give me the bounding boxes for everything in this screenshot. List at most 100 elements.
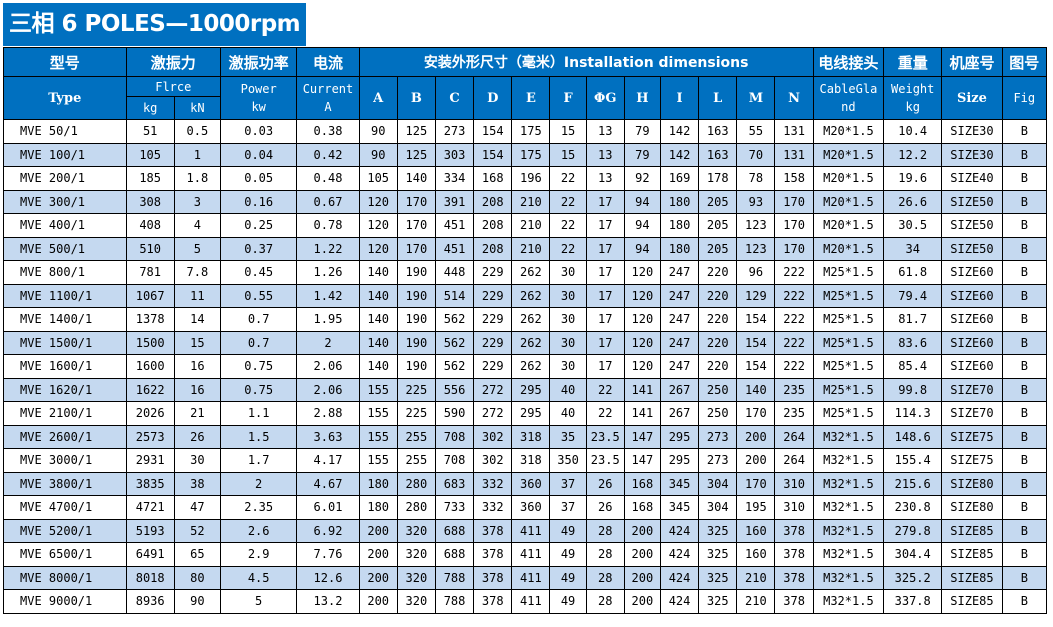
- table-cell: 510: [125, 236, 175, 261]
- table-cell: 2.35: [219, 495, 298, 520]
- table-cell: 332: [473, 495, 513, 520]
- table-cell: 0.5: [173, 119, 222, 144]
- header-type-cn: 型号: [3, 47, 127, 77]
- table-cell: 170: [396, 189, 436, 214]
- table-cell: 411: [511, 565, 551, 590]
- table-cell: SIZE85: [941, 542, 1003, 567]
- table-cell: 30.5: [883, 213, 943, 238]
- table-cell: 123: [736, 213, 776, 238]
- table-cell: 562: [434, 330, 475, 355]
- table-row: MVE 3800/1 3835 38 2 4.67 180 280 683 332 360 37 26…: [3, 471, 1048, 496]
- table-cell: 200: [358, 565, 398, 590]
- table-cell: 142: [659, 142, 700, 167]
- table-cell: 26: [173, 424, 222, 449]
- table-cell: 120: [358, 189, 398, 214]
- table-cell: 4721: [125, 495, 175, 520]
- table-cell: 222: [774, 283, 814, 308]
- header-cable-en: CableGla nd: [812, 76, 885, 120]
- header-dim-5: F: [549, 76, 587, 120]
- table-cell: 155: [358, 401, 398, 426]
- table-cell: M20*1.5: [812, 189, 885, 214]
- table-cell: 180: [659, 213, 700, 238]
- table-cell: 47: [173, 495, 222, 520]
- table-cell: 262: [511, 260, 551, 285]
- table-cell: 28: [585, 589, 625, 614]
- table-cell: 163: [698, 142, 738, 167]
- table-cell: 208: [473, 236, 513, 261]
- table-cell: 6.92: [296, 518, 360, 543]
- table-cell: 196: [511, 166, 551, 191]
- header-dim-10: M: [736, 76, 776, 120]
- table-cell: 7.8: [173, 260, 222, 285]
- table-cell: 0.67: [296, 189, 360, 214]
- table-cell: M32*1.5: [812, 424, 885, 449]
- table-cell: SIZE60: [941, 354, 1003, 379]
- header-current-label: Current: [302, 82, 354, 96]
- page-title: 三相 6 POLES—1000rpm: [3, 3, 307, 46]
- table-cell: SIZE70: [941, 401, 1003, 426]
- table-cell: 190: [396, 307, 436, 332]
- table-cell: B: [1001, 307, 1048, 332]
- table-cell: 79.4: [883, 283, 943, 308]
- table-cell: 6.01: [296, 495, 360, 520]
- table-cell: B: [1001, 424, 1048, 449]
- table-cell: 424: [659, 518, 700, 543]
- table-cell: 320: [396, 565, 436, 590]
- table-cell: SIZE85: [941, 565, 1003, 590]
- table-cell: 1.22: [296, 236, 360, 261]
- header-dim-3: D: [473, 76, 513, 120]
- table-cell: 3835: [125, 471, 175, 496]
- table-cell: 2573: [125, 424, 175, 449]
- table-cell: 200: [358, 518, 398, 543]
- table-cell: 49: [549, 518, 587, 543]
- table-cell: SIZE30: [941, 142, 1003, 167]
- table-cell: 2.06: [296, 354, 360, 379]
- table-cell: B: [1001, 448, 1048, 473]
- table-cell: 325: [698, 518, 738, 543]
- table-cell: 273: [434, 119, 475, 144]
- table-cell: 129: [736, 283, 776, 308]
- header-force-en: Flrce: [125, 76, 222, 97]
- table-cell: 272: [473, 401, 513, 426]
- model-cell: MVE 50/1: [3, 119, 127, 144]
- table-cell: 411: [511, 518, 551, 543]
- header-cable-en-text: nd: [841, 100, 856, 114]
- table-cell: M32*1.5: [812, 565, 885, 590]
- table-cell: B: [1001, 330, 1048, 355]
- table-cell: 4.17: [296, 448, 360, 473]
- table-cell: 79: [623, 119, 661, 144]
- table-cell: M25*1.5: [812, 354, 885, 379]
- table-cell: 78: [736, 166, 776, 191]
- table-cell: B: [1001, 542, 1048, 567]
- table-cell: 1.1: [219, 401, 298, 426]
- table-cell: 451: [434, 213, 475, 238]
- header-dim-9-text: L: [713, 90, 723, 106]
- table-cell: M25*1.5: [812, 401, 885, 426]
- table-cell: 1.26: [296, 260, 360, 285]
- table-cell: 378: [774, 565, 814, 590]
- table-cell: 17: [585, 283, 625, 308]
- table-cell: 120: [623, 354, 661, 379]
- table-cell: M20*1.5: [812, 166, 885, 191]
- table-cell: 303: [434, 142, 475, 167]
- table-cell: 170: [396, 213, 436, 238]
- table-row: MVE 8000/1 8018 80 4.5 12.6 200 320 788 378 411 49…: [3, 565, 1048, 590]
- table-cell: 154: [473, 119, 513, 144]
- table-cell: 30: [549, 307, 587, 332]
- table-cell: 180: [659, 189, 700, 214]
- table-cell: 272: [473, 377, 513, 402]
- table-cell: 229: [473, 307, 513, 332]
- table-cell: 788: [434, 565, 475, 590]
- table-cell: B: [1001, 213, 1048, 238]
- table-cell: B: [1001, 589, 1048, 614]
- table-cell: 210: [736, 565, 776, 590]
- table-cell: B: [1001, 565, 1048, 590]
- table-cell: B: [1001, 283, 1048, 308]
- table-cell: 30: [173, 448, 222, 473]
- table-cell: 208: [473, 213, 513, 238]
- table-cell: 190: [396, 354, 436, 379]
- table-row: MVE 400/1 408 4 0.25 0.78 120 170 451 208 210 22 17…: [3, 213, 1048, 238]
- table-row: MVE 1400/1 1378 14 0.7 1.95 140 190 562 229 262 30…: [3, 307, 1048, 332]
- table-cell: 1500: [125, 330, 175, 355]
- table-cell: 79: [623, 142, 661, 167]
